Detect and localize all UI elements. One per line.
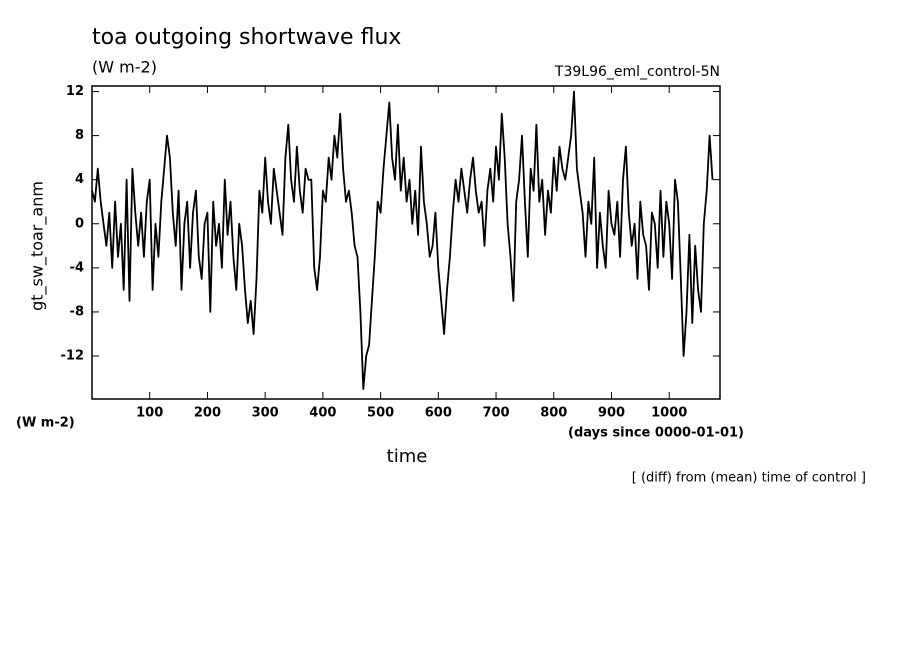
note: [ (diff) from (mean) time of control ] <box>632 471 866 486</box>
x-tick-label: 800 <box>540 406 567 421</box>
y-axis-label: gt_sw_toar_anm <box>28 181 48 311</box>
x-axis-label: time <box>387 446 428 467</box>
x-tick-label: 900 <box>598 406 625 421</box>
y-unit: (W m-2) <box>16 416 75 431</box>
y-tick-label: -12 <box>61 349 85 364</box>
chart-subtitle: (W m-2) <box>92 58 157 77</box>
y-tick-label: -8 <box>70 304 84 319</box>
plot-frame <box>91 85 721 400</box>
y-tick-label: 8 <box>75 128 84 143</box>
run-label: T39L96_eml_control-5N <box>554 64 720 80</box>
x-tick-label: 1000 <box>651 406 687 421</box>
x-tick-label: 600 <box>425 406 452 421</box>
x-tick-label: 300 <box>252 406 279 421</box>
y-tick-label: 4 <box>75 172 84 187</box>
data-line <box>91 90 714 390</box>
x-tick-label: 500 <box>367 406 394 421</box>
chart-title: toa outgoing shortwave flux <box>92 25 401 50</box>
x-tick-label: 100 <box>136 406 163 421</box>
x-tick-label: 400 <box>309 406 336 421</box>
y-tick-label: 12 <box>66 84 84 99</box>
x-tick-label: 200 <box>194 406 221 421</box>
y-tick-label: 0 <box>75 216 84 231</box>
x-tick-label: 700 <box>482 406 509 421</box>
x-unit: (days since 0000-01-01) <box>568 426 744 441</box>
y-tick-label: -4 <box>70 260 84 275</box>
